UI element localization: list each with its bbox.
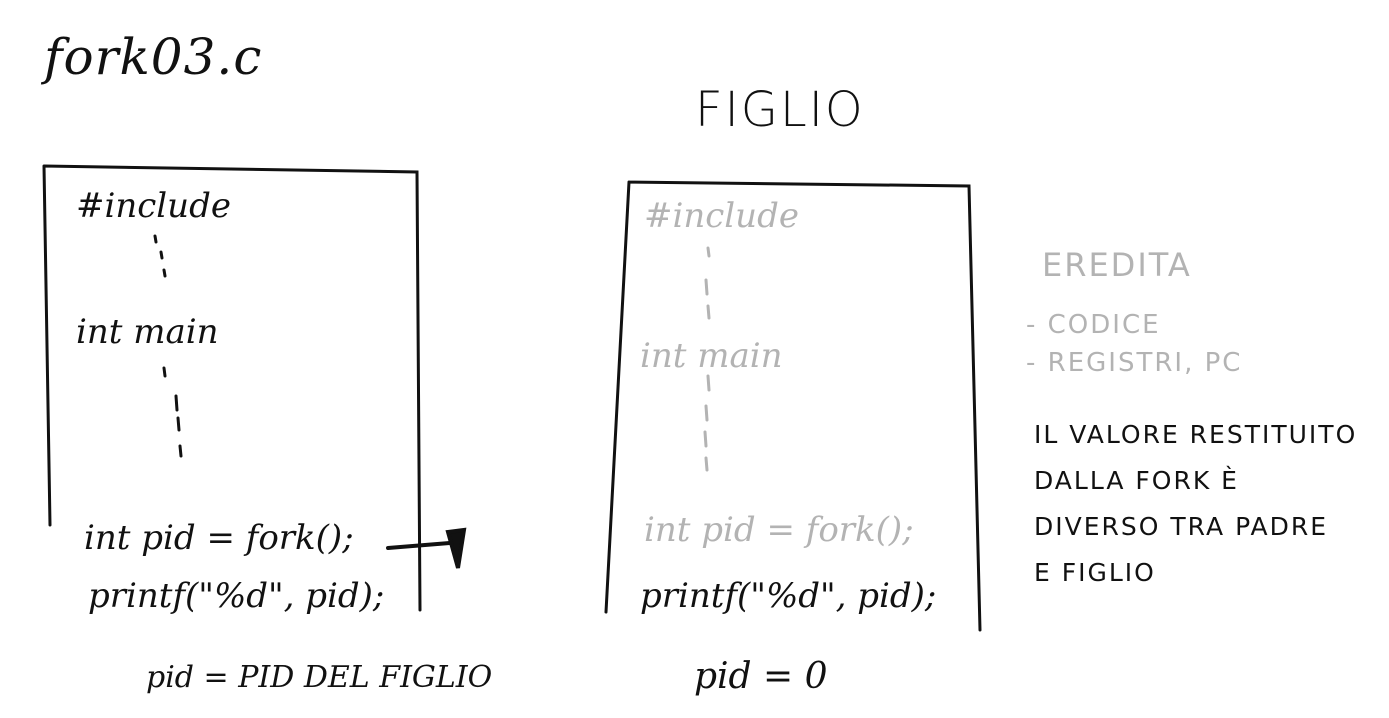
file-title: fork03.c (44, 28, 263, 86)
explanation-line-2: DALLA FORK È (1034, 466, 1239, 495)
child-main-line: int main (640, 336, 783, 376)
explanation-line-4: E FIGLIO (1034, 558, 1156, 587)
explanation-line-3: DIVERSO TRA PADRE (1034, 512, 1329, 541)
child-include-line: #include (644, 196, 799, 236)
parent-include-line: #include (76, 186, 231, 226)
inherited-heading: EREDITA (1042, 246, 1192, 284)
child-code-box (604, 180, 982, 632)
parent-fork-line: int pid = fork(); (84, 518, 354, 558)
parent-printf-line: printf("%d", pid); (88, 576, 385, 616)
inherited-item-registers: - REGISTRI, PC (1026, 348, 1243, 378)
parent-code-box (42, 164, 422, 612)
fork-arrow (386, 527, 467, 569)
child-title: FIGLIO (695, 82, 865, 138)
explanation-line-1: IL VALORE RESTITUITO (1034, 420, 1358, 449)
parent-ellipsis-dots (153, 234, 183, 458)
parent-pid-caption: pid = PID DEL FIGLIO (146, 660, 493, 695)
child-fork-line: int pid = fork(); (644, 510, 914, 550)
parent-main-line: int main (76, 312, 219, 352)
inherited-item-code: - CODICE (1026, 310, 1161, 340)
child-printf-line: printf("%d", pid); (640, 576, 937, 616)
child-pid-caption: pid = 0 (694, 656, 828, 697)
child-ellipsis-dots (703, 246, 711, 472)
